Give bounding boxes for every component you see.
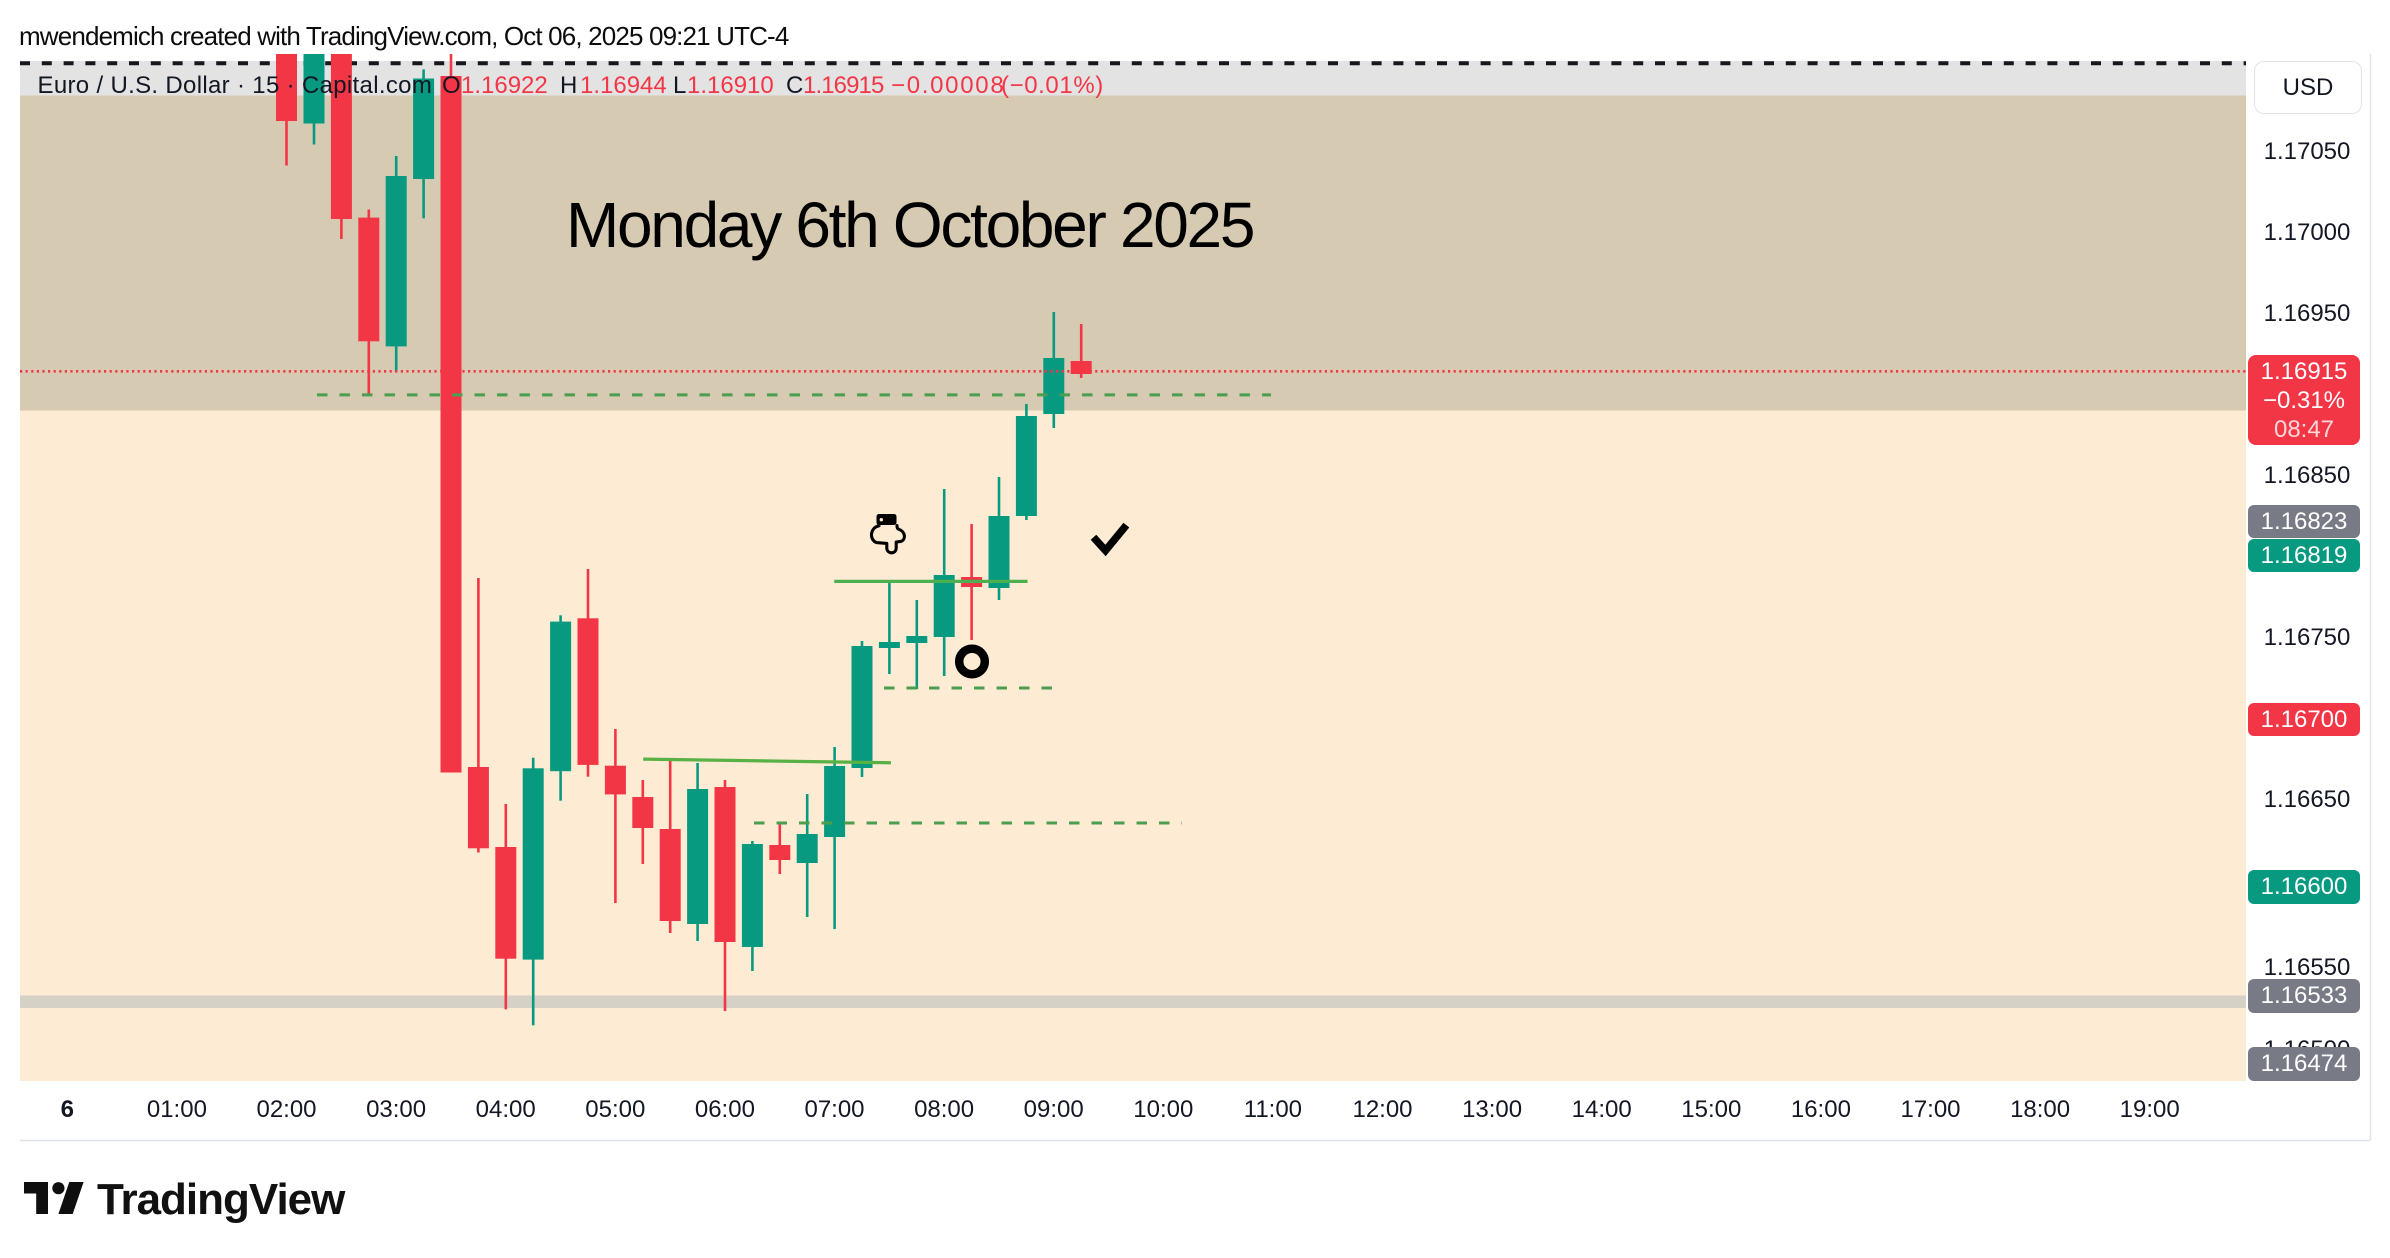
svg-text:TradingView: TradingView	[97, 1182, 346, 1224]
